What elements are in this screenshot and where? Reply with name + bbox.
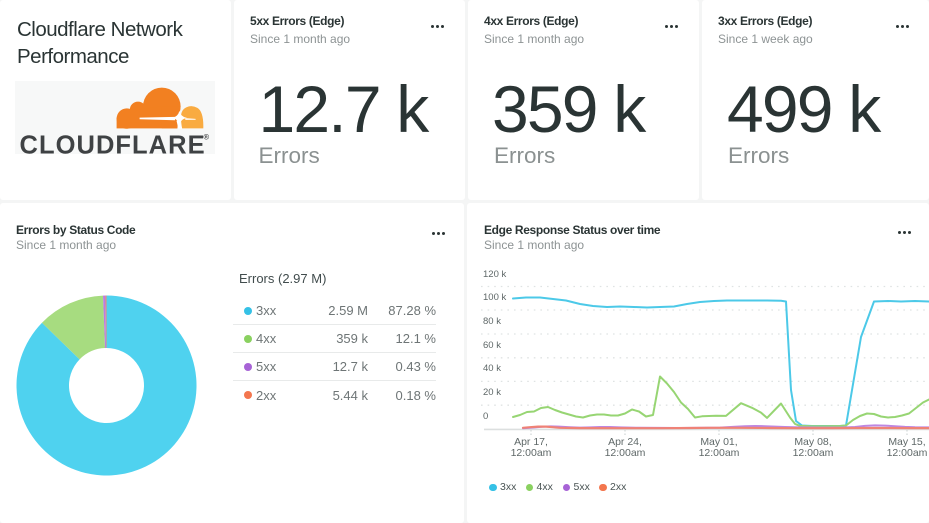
svg-text:CLOUDFLARE: CLOUDFLARE [20,132,206,154]
svg-text:®: ® [204,133,210,142]
